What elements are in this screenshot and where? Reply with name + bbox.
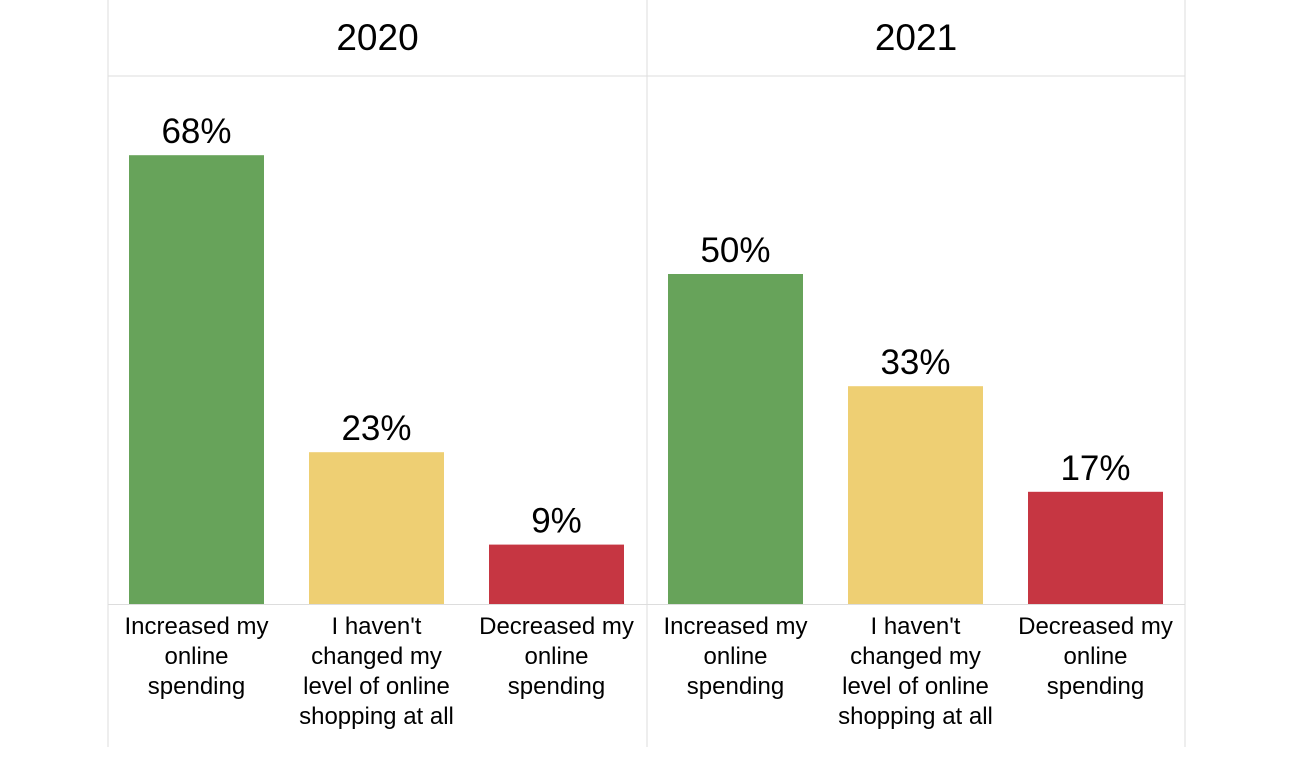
category-label-line: online xyxy=(703,643,767,670)
category-label-line: shopping at all xyxy=(838,703,993,730)
category-label-line: Increased my xyxy=(124,613,268,640)
panel-title: 2020 xyxy=(336,17,418,58)
bar xyxy=(489,544,624,604)
category-label-line: spending xyxy=(148,673,245,700)
category-label: Increased my online spending xyxy=(124,613,268,700)
category-label: Decreased my online spending xyxy=(1018,613,1173,700)
category-label-line: level of online xyxy=(303,673,450,700)
category-label: I haven't changed my level of online shoppi… xyxy=(838,613,993,730)
category-label: Increased my online spending xyxy=(663,613,807,700)
value-label: 17% xyxy=(1060,449,1130,488)
value-label: 33% xyxy=(880,343,950,382)
panel-title: 2021 xyxy=(875,17,957,58)
category-label-line: spending xyxy=(1047,673,1144,700)
category-label-line: online xyxy=(164,643,228,670)
category-label-line: level of online xyxy=(842,673,989,700)
category-label-line: spending xyxy=(687,673,784,700)
bar xyxy=(848,386,983,604)
value-label: 9% xyxy=(531,502,582,541)
value-label: 50% xyxy=(700,231,770,270)
category-label-line: I haven't xyxy=(871,613,961,640)
bar xyxy=(129,155,264,604)
value-label: 68% xyxy=(161,112,231,151)
category-label-line: Decreased my xyxy=(1018,613,1173,640)
bar xyxy=(309,452,444,604)
category-label-line: Increased my xyxy=(663,613,807,640)
bar xyxy=(668,274,803,604)
category-label: Decreased my online spending xyxy=(479,613,634,700)
panel-2021: 2021 50% Increased my online spending 33% I ha… xyxy=(663,17,1172,730)
category-label-line: shopping at all xyxy=(299,703,454,730)
category-label-line: Decreased my xyxy=(479,613,634,640)
panel-2020: 2020 68% Increased my online spending 23% I ha… xyxy=(124,17,633,730)
value-label: 23% xyxy=(341,409,411,448)
bar xyxy=(1028,491,1163,604)
category-label-line: I haven't xyxy=(332,613,422,640)
category-label-line: changed my xyxy=(850,643,981,670)
category-label: I haven't changed my level of online shoppi… xyxy=(299,613,454,730)
category-label-line: online xyxy=(1063,643,1127,670)
category-label-line: online xyxy=(524,643,588,670)
category-label-line: spending xyxy=(508,673,605,700)
category-label-line: changed my xyxy=(311,643,442,670)
